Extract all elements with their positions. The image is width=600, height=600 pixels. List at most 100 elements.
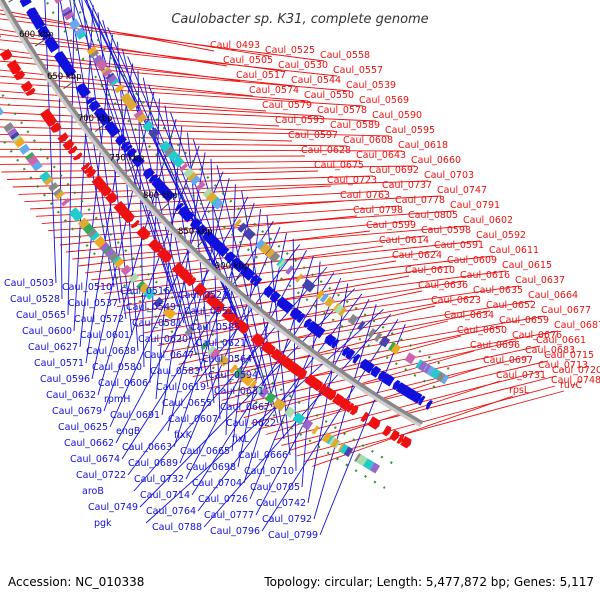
- forward-gene-label: Caul_0664: [528, 290, 578, 301]
- outer-feature-track-block-92: [162, 306, 177, 320]
- inner-feature-track-block-30: [68, 18, 81, 31]
- inner-feature-track-block-46: [110, 78, 120, 87]
- forward-gene-label: Caul_0643: [356, 150, 406, 161]
- forward-gene-arrow-104: [183, 273, 194, 284]
- reverse-gene-label: Caul_0585: [190, 322, 240, 333]
- forward-gene-label: Caul_0609: [447, 255, 497, 266]
- inner-feature-track-block-79: [212, 198, 224, 210]
- reverse-gene-arrow-98: [214, 242, 225, 253]
- reverse-leader-line: [44, 0, 57, 284]
- reverse-gene-label: Caul_0788: [152, 522, 202, 533]
- gene-labels: Caul_0493 Caul_0525 Caul_0558 Caul_0505 Caul…: [4, 40, 600, 541]
- forward-gene-arrow-126: [253, 335, 265, 347]
- reverse-gene-label: Caul_0606: [98, 378, 148, 389]
- forward-gene-label: Caul_0578: [317, 105, 367, 116]
- reverse-gene-arrow-103: [230, 257, 241, 268]
- inner-feature-track-block-95: [269, 251, 281, 263]
- reverse-gene-arrow-75: [145, 170, 155, 180]
- reverse-gene-arrow-81: [163, 190, 174, 201]
- reverse-gene-arrow-41: [56, 54, 68, 65]
- backbone-shadow: [0, 0, 424, 428]
- outer-feature-track-block-90: [153, 296, 164, 308]
- forward-leader-line: [91, 240, 481, 281]
- scale-tick-8: [234, 274, 242, 283]
- forward-gene-label: Caul_0715: [544, 350, 594, 361]
- reverse-gene-arrow-121: [289, 307, 300, 319]
- forward-gene-arrow-40: [11, 66, 22, 75]
- forward-gene-arrow-108: [196, 285, 207, 297]
- forward-gene-label: Caul_0599: [366, 220, 416, 231]
- reverse-gene-label: Caul_0674: [70, 454, 120, 465]
- reverse-gene-arrow-86: [177, 205, 189, 217]
- reverse-gene-arrow-49: [75, 83, 87, 93]
- reverse-gene-arrow-144: [370, 365, 382, 378]
- reverse-leader-line: [107, 27, 249, 344]
- forward-gene-arrow-147: [325, 388, 337, 401]
- forward-gene-label: Caul_0558: [320, 50, 370, 61]
- inner-feature-track-block-41: [95, 59, 108, 71]
- reverse-gene-arrow-99: [217, 245, 230, 258]
- reverse-leader-line: [127, 56, 255, 360]
- inner-feature-track-block-92: [259, 242, 272, 256]
- forward-leader-line: [0, 126, 390, 137]
- forward-gene-arrow-145: [318, 383, 327, 394]
- inner-feature-track-block-126: [390, 343, 402, 355]
- reverse-gene-label: Caul_0625: [58, 422, 108, 433]
- reverse-leader-line: [161, 152, 206, 416]
- reverse-gene-arrow-131: [324, 333, 335, 346]
- forward-gene-label: Caul_0598: [421, 225, 471, 236]
- reverse-gene-arrow-31: [32, 18, 44, 28]
- genome-rings: [0, 0, 454, 489]
- inner-feature-track-block-57: [142, 120, 155, 132]
- reverse-gene-label: Caul_0662: [64, 438, 114, 449]
- reverse-gene-arrow-113: [263, 285, 273, 296]
- outer-feature-track-block-88: [144, 288, 156, 300]
- inner-feature-track-block-38: [89, 50, 100, 59]
- scale-tick-2: [34, 40, 44, 47]
- reverse-gene-arrow-159: [425, 399, 433, 410]
- forward-gene-arrow-138: [294, 366, 304, 377]
- reverse-leader-line: [102, 19, 191, 340]
- reverse-gene-arrow-122: [293, 310, 303, 321]
- forward-leader-line: [104, 250, 439, 294]
- outer-feature-track-block-142: [356, 454, 369, 467]
- forward-gene-label: Caul_0687: [554, 320, 600, 331]
- reverse-gene-label: Caul_0710: [244, 466, 294, 477]
- reverse-gene-arrow-94: [202, 230, 213, 241]
- inner-feature-track-block-121: [367, 328, 377, 338]
- reverse-gene-label: pgk: [94, 518, 112, 529]
- forward-gene-arrow-114: [215, 302, 225, 313]
- forward-gene-arrow-65: [72, 152, 83, 161]
- reverse-leader-line: [85, 63, 134, 364]
- forward-leader-line: [0, 155, 306, 158]
- forward-gene-label: Caul_0747: [437, 185, 487, 196]
- forward-leader-line: [0, 112, 280, 127]
- inner-feature-track-block-97: [277, 258, 286, 268]
- reverse-gene-arrow-82: [166, 193, 176, 203]
- forward-leader-line: [0, 39, 338, 77]
- reverse-gene-label: Caul_0705: [250, 482, 300, 493]
- forward-gene-label: Caul_0530: [278, 60, 328, 71]
- forward-gene-arrow-38: [6, 59, 18, 69]
- reverse-gene-label: Caul_0564: [202, 354, 252, 365]
- inner-feature-track-block-58: [148, 127, 160, 139]
- inner-feature-track-block-133: [418, 360, 428, 372]
- reverse-gene-arrow-62: [109, 127, 121, 138]
- outer-feature-track-block-66: [70, 209, 84, 222]
- outer-feature-track-block-47: [14, 137, 26, 149]
- reverse-gene-arrow-26: [21, 0, 32, 8]
- forward-gene-label: Caul_0731: [496, 370, 546, 381]
- reverse-gene-arrow-147: [381, 372, 392, 385]
- forward-gene-arrow-44: [20, 80, 33, 92]
- inner-feature-track-block-62: [159, 140, 172, 154]
- reverse-gene-arrow-146: [377, 370, 387, 381]
- forward-gene-label: Caul_0737: [382, 180, 432, 191]
- forward-gene-label: Caul_0595: [385, 125, 435, 136]
- forward-leader-line: [157, 290, 423, 347]
- forward-gene-arrow-86: [130, 219, 140, 229]
- inner-feature-track-block-108: [319, 293, 329, 303]
- forward-gene-label: Caul_0610: [405, 265, 455, 276]
- forward-gene-arrow-55: [47, 118, 57, 127]
- reverse-gene-arrow-114: [266, 288, 275, 298]
